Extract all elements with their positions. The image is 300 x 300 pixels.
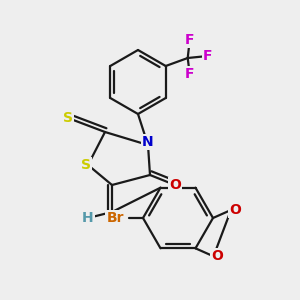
Text: F: F (185, 67, 194, 81)
Text: S: S (63, 111, 73, 125)
Text: O: O (212, 249, 224, 263)
Text: O: O (229, 203, 241, 217)
Text: Br: Br (106, 211, 124, 225)
Text: F: F (203, 49, 212, 63)
Text: F: F (185, 33, 194, 47)
Text: S: S (81, 158, 91, 172)
Text: H: H (82, 211, 94, 225)
Text: N: N (142, 135, 154, 149)
Text: O: O (169, 178, 181, 192)
